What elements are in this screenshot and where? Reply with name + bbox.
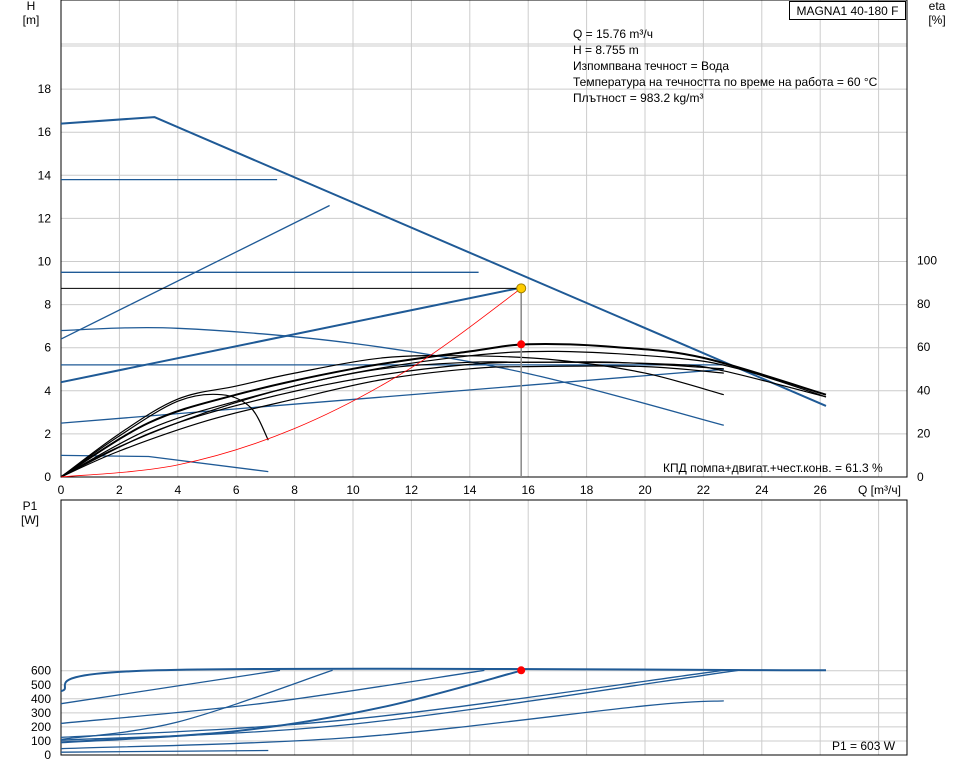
efficiency-point-marker bbox=[517, 340, 526, 349]
info-liquid: Изпомпвана течност = Вода bbox=[573, 59, 730, 73]
p1-tick-label: 600 bbox=[31, 664, 51, 678]
power-curve bbox=[60, 669, 739, 741]
head-curve bbox=[60, 454, 269, 473]
y-tick-label: 6 bbox=[44, 341, 51, 355]
x-tick-label: 8 bbox=[291, 483, 298, 497]
x-tick-label: 16 bbox=[522, 483, 536, 497]
y-tick-label: 2 bbox=[44, 427, 51, 441]
y2-tick-label: 40 bbox=[917, 383, 931, 397]
head-plot-frame bbox=[60, 0, 908, 478]
p1-axis-unit: [W] bbox=[21, 513, 39, 527]
power-curve bbox=[60, 669, 485, 725]
head-curve bbox=[60, 327, 724, 426]
info-flow: Q = 15.76 m³/ч bbox=[573, 27, 653, 41]
x-tick-label: 12 bbox=[405, 483, 419, 497]
y-tick-label: 14 bbox=[38, 168, 52, 182]
power-curve bbox=[60, 669, 523, 744]
y2-tick-label: 60 bbox=[917, 340, 931, 354]
x-tick-label: 0 bbox=[58, 483, 65, 497]
y-axis-label: H bbox=[27, 0, 36, 13]
efficiency-curve bbox=[60, 365, 724, 478]
efficiency-label: КПД помпа+двигат.+чест.конв. = 61.3 % bbox=[663, 461, 883, 475]
system-curve bbox=[60, 287, 522, 478]
chart-axes bbox=[60, 0, 908, 756]
info-head: H = 8.755 m bbox=[573, 43, 639, 57]
x-tick-label: 6 bbox=[233, 483, 240, 497]
p1-tick-label: 100 bbox=[31, 734, 51, 748]
power-curve bbox=[60, 700, 724, 750]
y-tick-label: 4 bbox=[44, 384, 51, 398]
y-tick-label: 0 bbox=[44, 470, 51, 484]
y-tick-label: 12 bbox=[38, 211, 52, 225]
curves bbox=[60, 116, 827, 753]
info-temperature: Температура на течността по време на раб… bbox=[573, 75, 878, 89]
x-tick-label: 18 bbox=[580, 483, 594, 497]
power-curve bbox=[60, 667, 827, 693]
head-curve bbox=[60, 286, 523, 384]
p1-tick-label: 200 bbox=[31, 720, 51, 734]
markers bbox=[516, 283, 527, 675]
info-density: Плътност = 983.2 kg/m³ bbox=[573, 91, 704, 105]
y2-tick-label: 20 bbox=[917, 427, 931, 441]
power-label: P1 = 603 W bbox=[832, 739, 896, 753]
power-grid bbox=[61, 500, 907, 755]
y-tick-label: 16 bbox=[38, 125, 52, 139]
efficiency-curve bbox=[60, 354, 724, 478]
y-tick-label: 8 bbox=[44, 298, 51, 312]
power-curve bbox=[60, 749, 269, 753]
x-tick-label: 24 bbox=[755, 483, 769, 497]
head-grid bbox=[61, 0, 907, 477]
p1-tick-label: 300 bbox=[31, 706, 51, 720]
y-axis-unit: [m] bbox=[23, 13, 40, 27]
power-curve bbox=[60, 669, 724, 739]
x-tick-label: 10 bbox=[346, 483, 360, 497]
x-tick-label: 14 bbox=[463, 483, 477, 497]
x-tick-label: 4 bbox=[174, 483, 181, 497]
p1-tick-label: 0 bbox=[44, 748, 51, 762]
x-axis-label: Q [m³/ч] bbox=[858, 483, 901, 497]
info-panel: Q = 15.76 m³/ч H = 8.755 m Изпомпвана те… bbox=[573, 26, 877, 106]
y2-axis-unit: [%] bbox=[928, 13, 945, 27]
efficiency-curve bbox=[60, 343, 827, 478]
y2-tick-label: 100 bbox=[917, 254, 937, 268]
y2-tick-label: 80 bbox=[917, 297, 931, 311]
p1-axis-label: P1 bbox=[23, 499, 38, 513]
power-point-marker bbox=[517, 666, 526, 675]
head-curve bbox=[60, 204, 330, 340]
operating-point-marker bbox=[516, 283, 527, 294]
y-tick-label: 10 bbox=[38, 255, 52, 269]
x-tick-label: 2 bbox=[116, 483, 123, 497]
x-tick-label: 22 bbox=[697, 483, 711, 497]
x-tick-label: 26 bbox=[814, 483, 828, 497]
power-plot-frame bbox=[60, 499, 908, 756]
p1-tick-label: 400 bbox=[31, 692, 51, 706]
pump-model-title: MAGNA1 40-180 F bbox=[789, 1, 906, 20]
p1-tick-label: 500 bbox=[31, 678, 51, 692]
y2-tick-label: 0 bbox=[917, 470, 924, 484]
efficiency-curve bbox=[60, 393, 269, 478]
y2-axis-label: eta bbox=[929, 0, 946, 13]
head-curve bbox=[60, 116, 827, 407]
power-curve bbox=[60, 669, 281, 705]
x-tick-label: 20 bbox=[638, 483, 652, 497]
tick-labels: 0 2 4 6 8 10 12 14 16 18 20 22 24 2602468101214161802… bbox=[21, 0, 946, 762]
y-tick-label: 18 bbox=[38, 82, 52, 96]
efficiency-curve bbox=[60, 361, 724, 478]
